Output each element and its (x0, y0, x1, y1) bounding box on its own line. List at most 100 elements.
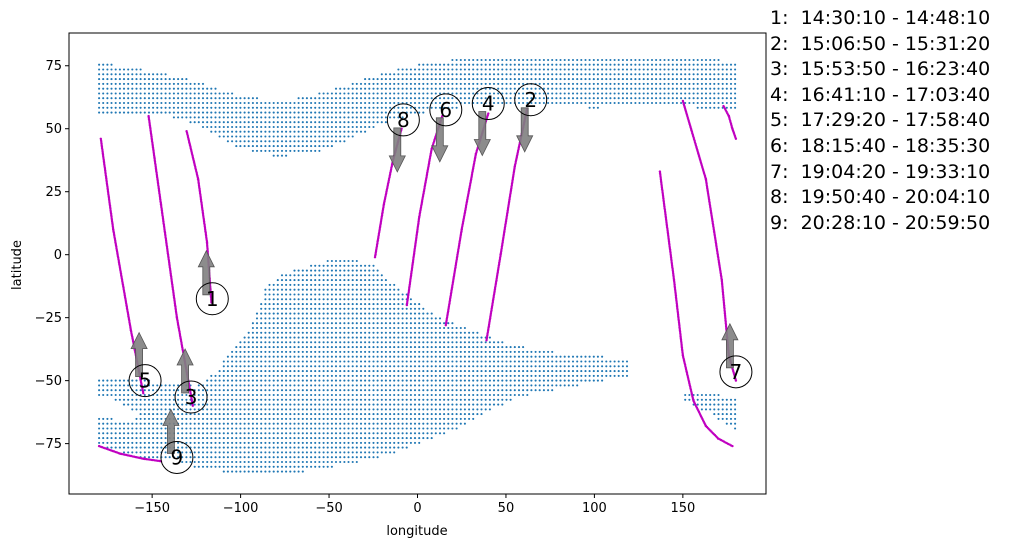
coverage-point (430, 73, 433, 76)
coverage-point (522, 365, 525, 368)
coverage-point (272, 370, 275, 373)
coverage-point (517, 92, 521, 95)
coverage-point (276, 135, 279, 138)
coverage-point (334, 370, 338, 373)
coverage-point (201, 101, 205, 105)
coverage-point (617, 370, 620, 373)
coverage-point (509, 393, 512, 397)
coverage-point (355, 432, 358, 435)
coverage-point (122, 451, 126, 454)
coverage-point (102, 68, 105, 71)
coverage-point (351, 456, 354, 459)
coverage-point (401, 97, 404, 100)
coverage-point (231, 470, 234, 473)
coverage-point (330, 346, 333, 349)
coverage-point (376, 298, 379, 301)
coverage-point (459, 82, 462, 85)
coverage-point (555, 92, 558, 95)
coverage-point (364, 101, 367, 105)
coverage-point (372, 293, 375, 296)
coverage-point (380, 360, 383, 363)
coverage-point (438, 341, 442, 344)
coverage-point (734, 101, 737, 105)
coverage-point (264, 384, 267, 387)
coverage-point (384, 441, 387, 444)
coverage-point (376, 422, 379, 425)
coverage-point (405, 417, 408, 420)
coverage-point (318, 370, 321, 373)
coverage-point (542, 370, 545, 373)
coverage-point (122, 111, 126, 114)
coverage-point (576, 101, 579, 105)
coverage-point (127, 87, 130, 90)
coverage-point (135, 379, 138, 382)
coverage-point (322, 398, 325, 401)
coverage-point (355, 360, 358, 363)
coverage-point (197, 111, 200, 114)
coverage-point (172, 398, 175, 401)
coverage-point (409, 322, 412, 325)
coverage-point (434, 350, 437, 353)
coverage-point (700, 106, 703, 109)
coverage-point (334, 317, 338, 320)
coverage-point (401, 393, 404, 397)
coverage-point (280, 441, 284, 444)
coverage-point (98, 393, 101, 397)
coverage-point (364, 274, 367, 277)
coverage-point (393, 326, 396, 330)
coverage-point (168, 384, 171, 387)
coverage-point (430, 393, 433, 397)
coverage-point (680, 101, 683, 105)
coverage-point (276, 427, 279, 430)
coverage-point (380, 307, 383, 310)
coverage-point (181, 82, 184, 85)
coverage-point (226, 422, 229, 425)
coverage-point (289, 135, 292, 138)
coverage-point (397, 322, 400, 325)
coverage-point (364, 336, 367, 339)
coverage-point (459, 398, 462, 401)
coverage-point (160, 389, 163, 392)
coverage-point (401, 312, 404, 315)
coverage-point (222, 398, 225, 401)
coverage-point (372, 456, 375, 459)
coverage-point (418, 437, 421, 440)
coverage-point (330, 446, 333, 449)
coverage-point (264, 303, 267, 306)
coverage-point (351, 432, 354, 435)
coverage-point (343, 365, 346, 368)
coverage-point (156, 422, 159, 425)
coverage-point (193, 451, 196, 454)
coverage-point (297, 307, 300, 310)
coverage-point (326, 288, 329, 291)
coverage-point (397, 331, 400, 334)
coverage-point (301, 288, 304, 291)
coverage-point (318, 403, 321, 406)
coverage-point (310, 365, 313, 368)
coverage-point (226, 135, 229, 138)
coverage-point (384, 446, 387, 449)
coverage-point (247, 130, 250, 133)
coverage-point (513, 393, 516, 397)
coverage-point (152, 384, 155, 387)
coverage-point (214, 92, 217, 95)
coverage-point (272, 408, 275, 411)
coverage-point (729, 97, 733, 100)
coverage-point (152, 78, 155, 81)
coverage-point (642, 58, 645, 62)
coverage-point (364, 288, 367, 291)
coverage-point (272, 460, 275, 464)
coverage-point (472, 82, 475, 85)
coverage-point (430, 413, 433, 416)
coverage-point (380, 384, 383, 387)
coverage-point (347, 279, 350, 282)
coverage-point (285, 135, 288, 138)
coverage-point (156, 97, 159, 100)
coverage-point (717, 417, 720, 420)
coverage-point (106, 384, 109, 387)
coverage-point (418, 384, 421, 387)
coverage-point (368, 317, 371, 320)
coverage-point (127, 398, 130, 401)
coverage-point (596, 374, 599, 377)
coverage-point (318, 336, 321, 339)
